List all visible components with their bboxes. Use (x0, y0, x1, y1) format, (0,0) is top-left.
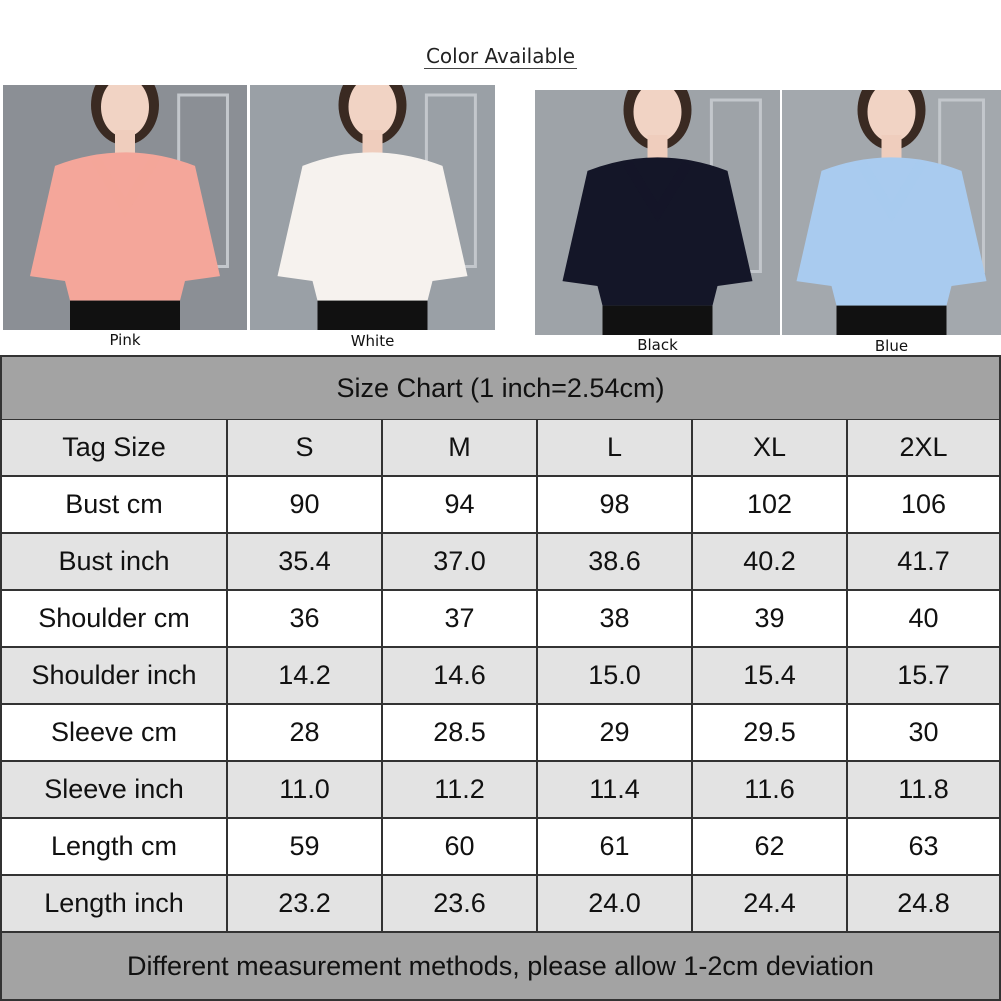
section-title: Color Available (0, 44, 1001, 69)
table-cell: 23.6 (383, 876, 538, 933)
table-cell: Sleeve inch (0, 762, 228, 819)
header-cell: S (228, 420, 383, 477)
table-cell: Shoulder inch (0, 648, 228, 705)
table-cell: 11.4 (538, 762, 693, 819)
table-cell: 90 (228, 477, 383, 534)
table-cell: 11.0 (228, 762, 383, 819)
table-cell: 23.2 (228, 876, 383, 933)
table-cell: 11.6 (693, 762, 848, 819)
table-cell: 37 (383, 591, 538, 648)
table-cell: 38 (538, 591, 693, 648)
table-cell: 11.8 (848, 762, 1001, 819)
table-cell: Bust cm (0, 477, 228, 534)
table-cell: 62 (693, 819, 848, 876)
color-label: Blue (874, 337, 909, 355)
table-cell: 59 (228, 819, 383, 876)
table-cell: 40.2 (693, 534, 848, 591)
table-cell: 24.4 (693, 876, 848, 933)
table-cell: 98 (538, 477, 693, 534)
table-cell: 61 (538, 819, 693, 876)
table-cell: 36 (228, 591, 383, 648)
table-cell: Bust inch (0, 534, 228, 591)
color-label: Pink (109, 331, 141, 349)
table-cell: 60 (383, 819, 538, 876)
product-photo (782, 90, 1001, 335)
table-cell: 15.0 (538, 648, 693, 705)
color-label: White (350, 332, 395, 350)
table-cell: 15.7 (848, 648, 1001, 705)
product-photo (3, 85, 247, 330)
header-cell: 2XL (848, 420, 1001, 477)
header-cell: Tag Size (0, 420, 228, 477)
title-text: Color Available (423, 44, 578, 69)
table-cell: 14.2 (228, 648, 383, 705)
table-cell: 28.5 (383, 705, 538, 762)
table-cell: 29.5 (693, 705, 848, 762)
table-cell: 35.4 (228, 534, 383, 591)
table-cell: 37.0 (383, 534, 538, 591)
table-cell: 38.6 (538, 534, 693, 591)
table-cell: 94 (383, 477, 538, 534)
table-cell: 24.8 (848, 876, 1001, 933)
table-cell: 63 (848, 819, 1001, 876)
header-cell: XL (693, 420, 848, 477)
table-cell: 106 (848, 477, 1001, 534)
table-cell: 39 (693, 591, 848, 648)
table-cell: 29 (538, 705, 693, 762)
product-photo (250, 85, 495, 330)
table-cell: 15.4 (693, 648, 848, 705)
table-note: Different measurement methods, please al… (0, 933, 1001, 1001)
table-cell: Shoulder cm (0, 591, 228, 648)
table-cell: 30 (848, 705, 1001, 762)
table-title: Size Chart (1 inch=2.54cm) (0, 355, 1001, 421)
table-cell: 14.6 (383, 648, 538, 705)
header-cell: L (538, 420, 693, 477)
table-cell: 24.0 (538, 876, 693, 933)
table-cell: 102 (693, 477, 848, 534)
header-cell: M (383, 420, 538, 477)
table-cell: Length cm (0, 819, 228, 876)
color-label: Black (637, 336, 678, 354)
table-cell: 41.7 (848, 534, 1001, 591)
product-photo (535, 90, 780, 335)
table-cell: 11.2 (383, 762, 538, 819)
table-cell: Length inch (0, 876, 228, 933)
table-cell: Sleeve cm (0, 705, 228, 762)
table-cell: 28 (228, 705, 383, 762)
table-cell: 40 (848, 591, 1001, 648)
